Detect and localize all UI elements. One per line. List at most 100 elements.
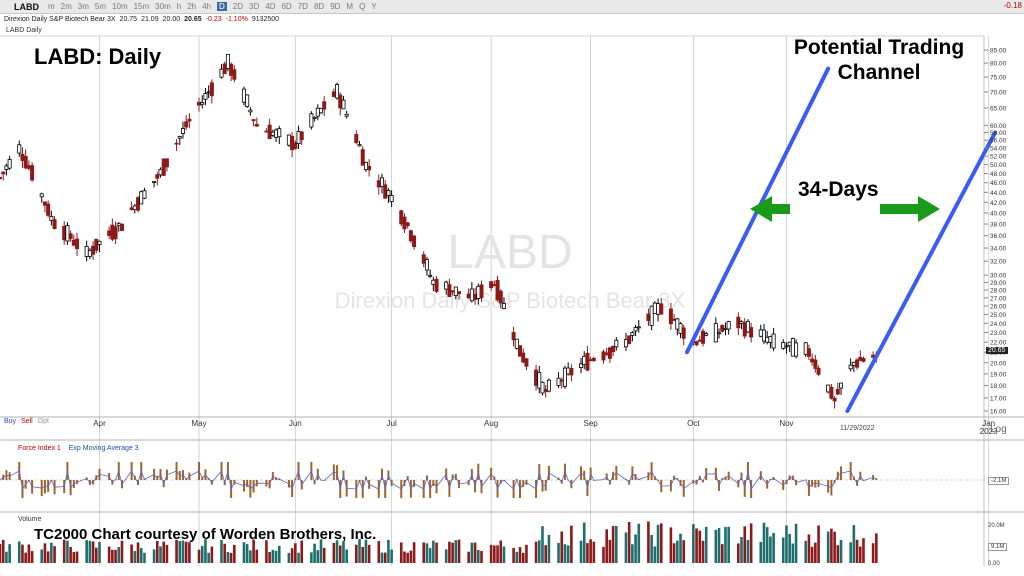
- fi-value-box: -2.1M: [988, 477, 1010, 485]
- symbol-label[interactable]: LABD: [14, 1, 39, 12]
- candle-body: [540, 381, 545, 394]
- y-tick-label: 23.00: [990, 330, 1007, 337]
- price-panel-tag[interactable]: LABD Daily: [6, 27, 42, 34]
- volume-bar: [570, 525, 573, 563]
- candle-body: [431, 279, 436, 285]
- candle-body: [68, 233, 73, 239]
- timeframe-M[interactable]: M: [346, 2, 354, 11]
- y-tick-label: 65.00: [990, 105, 1007, 112]
- y-tick-label: 52.00: [990, 154, 1007, 161]
- timeframe-9D[interactable]: 9D: [330, 2, 341, 11]
- candle-body: [566, 367, 571, 375]
- candle-body: [720, 325, 725, 332]
- timeframe-8D[interactable]: 8D: [313, 2, 325, 11]
- volume-bar: [143, 552, 146, 563]
- candle-body: [694, 341, 699, 346]
- candle-body: [861, 358, 866, 362]
- y-tick-label: 20.00: [990, 360, 1007, 367]
- volume-bar: [454, 540, 458, 563]
- buy-button[interactable]: Buy: [4, 418, 17, 425]
- candle-body: [161, 158, 166, 176]
- candle-body: [248, 109, 253, 113]
- timeframe-3D[interactable]: 3D: [249, 2, 260, 11]
- timeframe-2D[interactable]: 2D: [232, 2, 244, 11]
- timeframe-2m[interactable]: 2m: [60, 2, 72, 11]
- volume-bar: [525, 544, 528, 563]
- candle-body: [245, 94, 250, 107]
- candle-body: [453, 286, 458, 296]
- volume-bar: [785, 525, 788, 563]
- timeframe-30m[interactable]: 30m: [155, 2, 171, 11]
- candle-body: [784, 345, 789, 348]
- volume-bar: [290, 548, 294, 563]
- candle-body: [367, 165, 372, 171]
- volume-bar: [5, 551, 8, 563]
- volume-bar: [769, 536, 772, 563]
- timeframe-2h[interactable]: 2h: [187, 2, 197, 11]
- volume-bar: [342, 541, 345, 563]
- timeframe-Q[interactable]: Q: [359, 2, 366, 11]
- timeframe-h[interactable]: h: [176, 2, 182, 11]
- timeframe-6D[interactable]: 6D: [281, 2, 292, 11]
- candle-body: [521, 352, 526, 363]
- candle-body: [739, 321, 744, 324]
- volume-bar: [749, 523, 753, 563]
- volume-bar: [139, 548, 143, 563]
- timeframe-3m[interactable]: 3m: [77, 2, 89, 11]
- candle-body: [94, 238, 99, 251]
- volume-tag[interactable]: Volume: [18, 516, 42, 523]
- volume-bar: [544, 545, 547, 563]
- y-tick-label: 17.00: [990, 395, 1007, 402]
- candle-body: [829, 386, 834, 399]
- volume-bar: [322, 547, 326, 563]
- volume-bar: [611, 526, 615, 563]
- candle-body: [286, 134, 291, 146]
- opt-button[interactable]: Opt: [37, 418, 49, 425]
- x-tick-label: Apr: [93, 419, 106, 428]
- candle-body: [835, 388, 840, 395]
- timeframe-4h[interactable]: 4h: [202, 2, 211, 11]
- volume-bar: [229, 552, 233, 563]
- timeframe-4D[interactable]: 4D: [265, 2, 276, 11]
- volume-bar: [676, 540, 679, 563]
- volume-bar: [637, 523, 641, 563]
- candle-body: [794, 342, 799, 357]
- change-pct-value: -1.10%: [225, 16, 248, 23]
- candle-body: [331, 91, 336, 97]
- volume-bar: [659, 523, 663, 563]
- candle-body: [254, 123, 259, 127]
- log-scale-toggle[interactable]: Log: [990, 424, 1007, 435]
- change-readout: -0.18: [1003, 1, 1022, 10]
- candle-body: [379, 177, 384, 187]
- candle-body: [582, 355, 587, 365]
- volume-bar: [75, 551, 79, 563]
- timeframe-15m[interactable]: 15m: [133, 2, 150, 11]
- volume-bar: [310, 552, 313, 563]
- force-index-tag[interactable]: Force Index 1 Exp Moving Average 3: [18, 445, 139, 452]
- candle-body: [65, 224, 70, 242]
- candle-body: [399, 210, 404, 225]
- y-tick-label: 50.00: [990, 162, 1007, 169]
- candle-body: [851, 361, 856, 366]
- candle-body: [277, 128, 282, 138]
- candle-body: [659, 303, 664, 315]
- timeframe-5m[interactable]: 5m: [94, 2, 107, 11]
- timeframe-Y[interactable]: Y: [371, 2, 377, 11]
- volume-bar: [294, 543, 297, 563]
- timeframe-7D[interactable]: 7D: [297, 2, 308, 11]
- candle-body: [267, 124, 272, 140]
- y-tick-label: 36.00: [990, 233, 1007, 240]
- timeframe-D[interactable]: D: [217, 2, 227, 11]
- timeframe-10m[interactable]: 10m: [112, 2, 128, 11]
- volume-bar: [50, 542, 53, 563]
- candle-body: [1, 171, 6, 175]
- candle-body: [315, 107, 320, 117]
- sell-button[interactable]: Sell: [21, 418, 33, 425]
- volume-bar: [720, 544, 724, 563]
- volume-bar: [245, 544, 249, 563]
- candle-body: [826, 384, 831, 393]
- volume-bar: [512, 547, 515, 563]
- volume-bar: [557, 542, 560, 563]
- volume-bar: [114, 549, 117, 563]
- timeframe-m[interactable]: m: [48, 2, 55, 11]
